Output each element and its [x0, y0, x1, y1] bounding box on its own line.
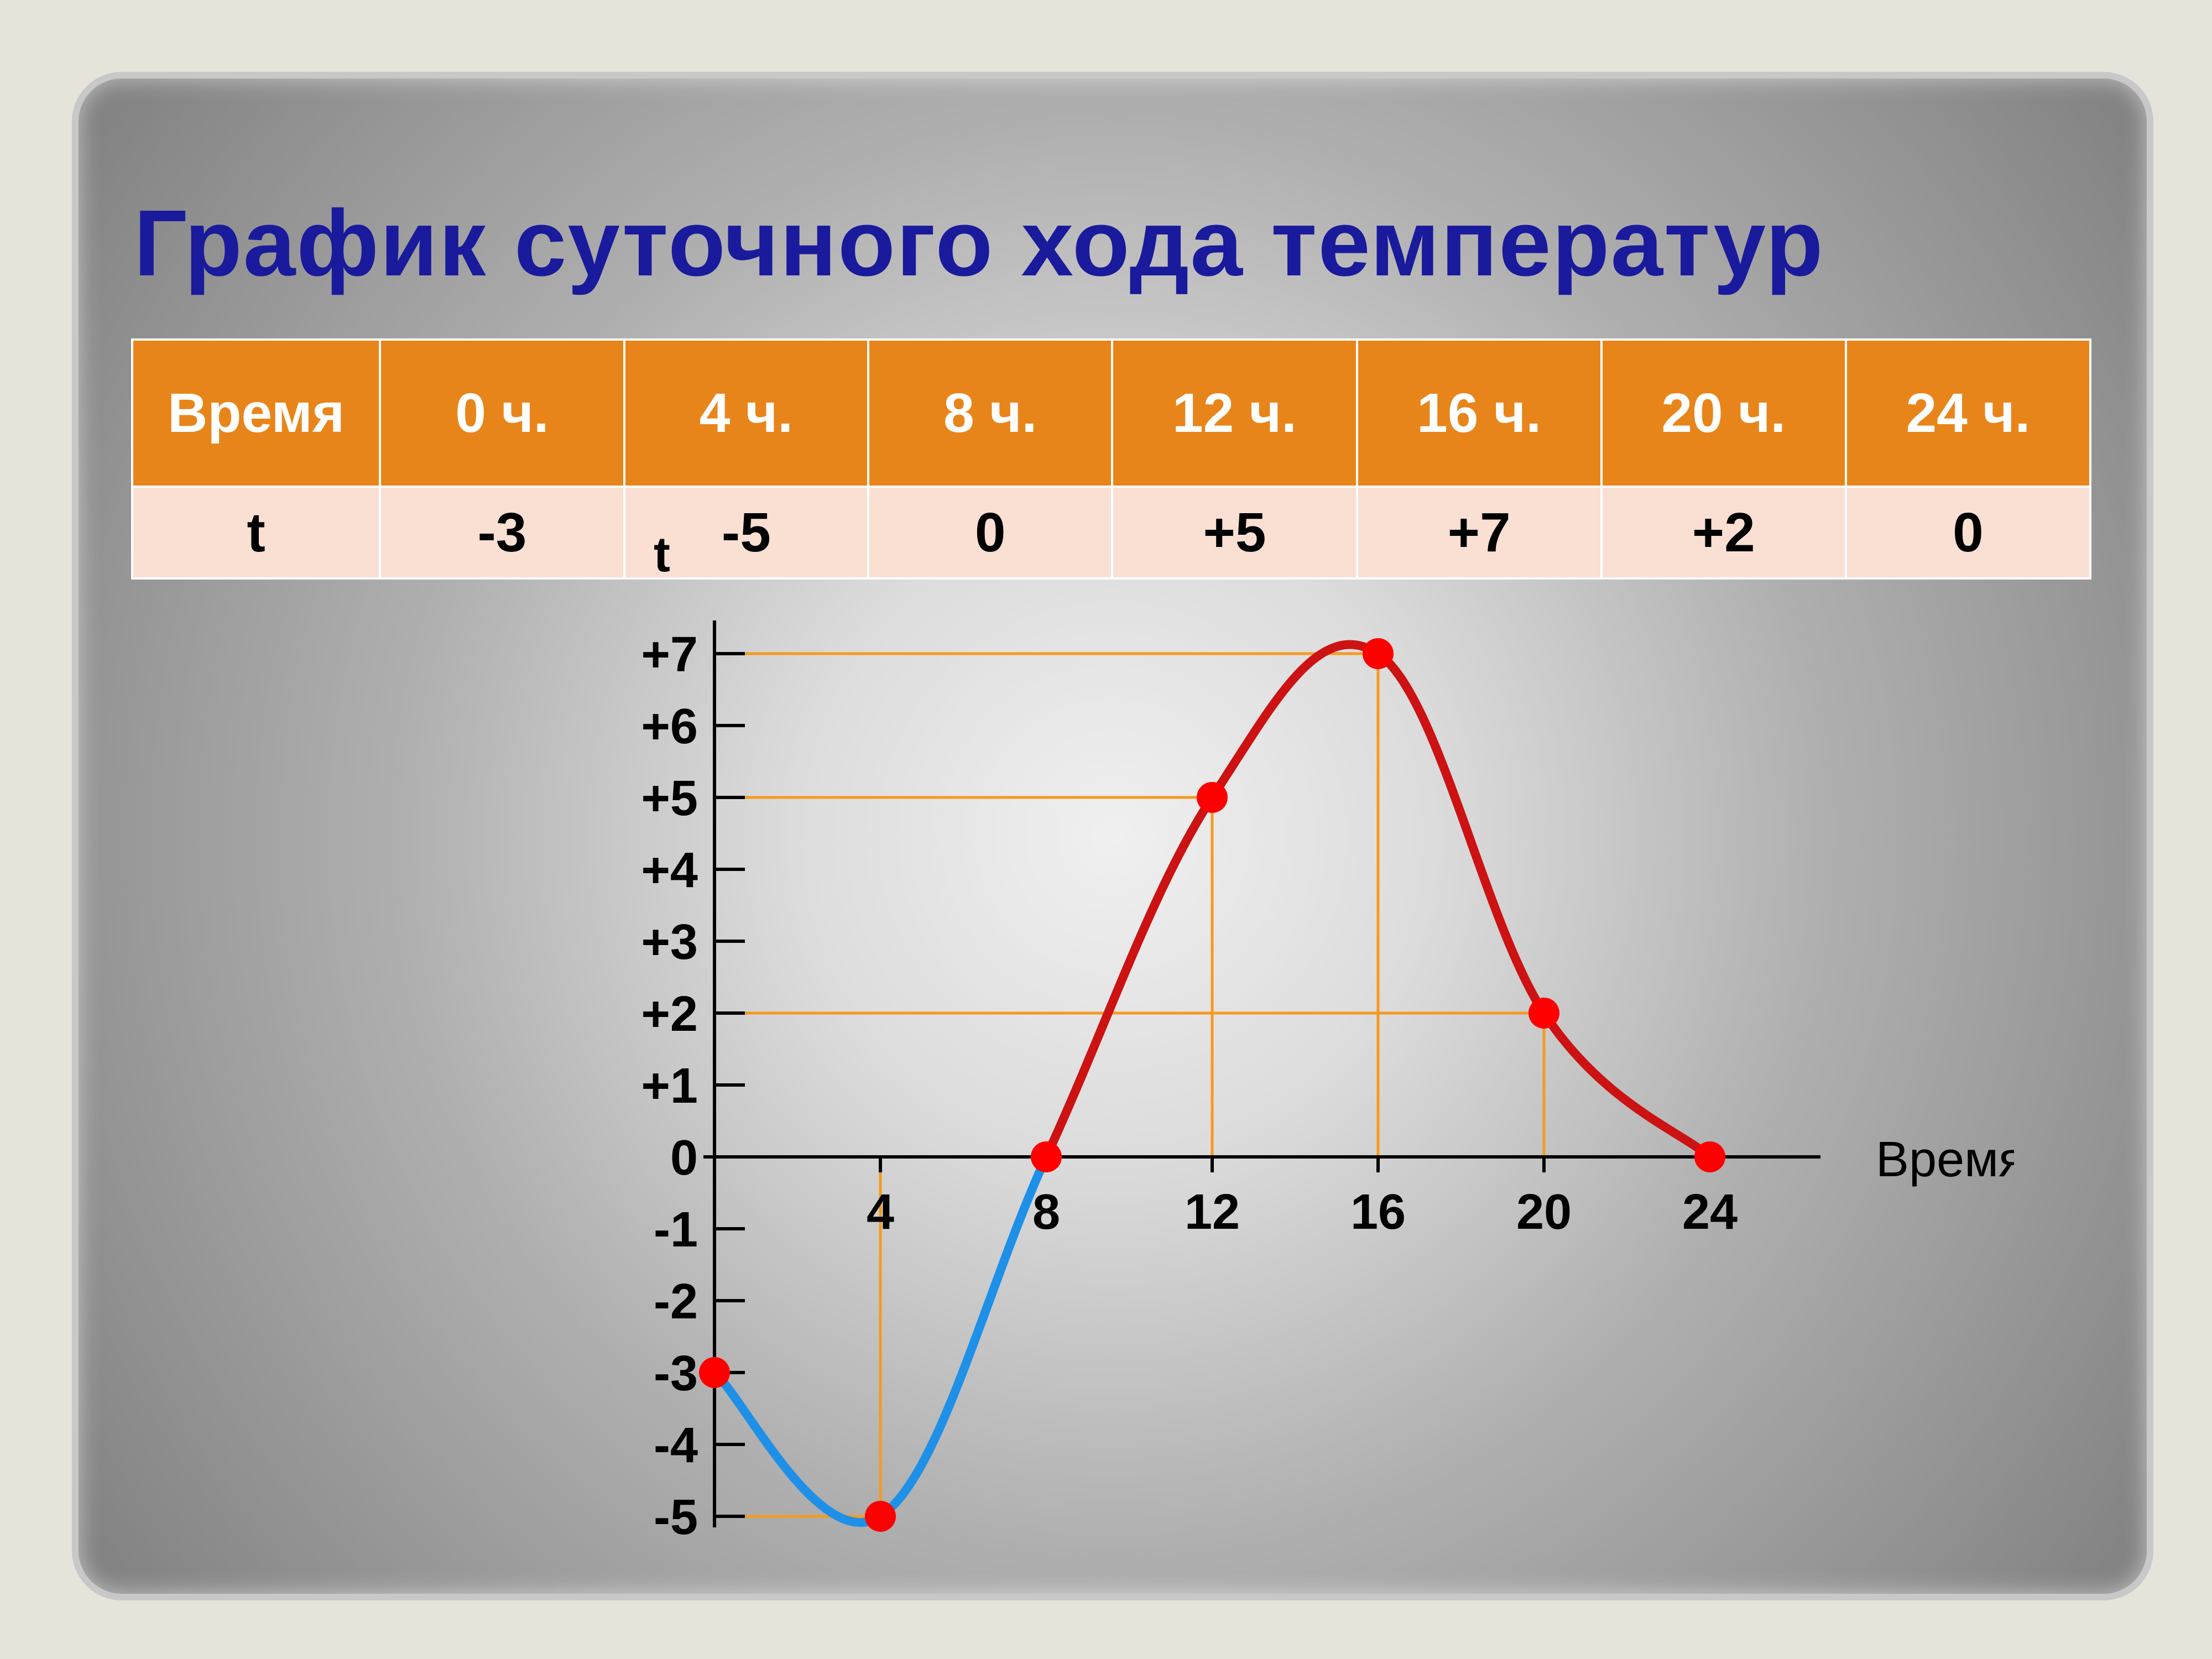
y-tick-label: -2 — [654, 1274, 698, 1329]
data-point — [1031, 1141, 1062, 1172]
data-point — [1197, 782, 1228, 813]
table-header-time: Время — [132, 340, 380, 487]
y-tick-label: +6 — [641, 699, 698, 754]
slide-frame: График суточного хода температур Время0 … — [72, 72, 2153, 1600]
table-header-hour: 8 ч. — [868, 340, 1112, 487]
table-header-hour: 12 ч. — [1112, 340, 1357, 487]
y-tick-label: +1 — [641, 1058, 698, 1114]
table-header-hour: 4 ч. — [624, 340, 868, 487]
x-tick-label: 24 — [1682, 1185, 1738, 1240]
table-header-hour: 0 ч. — [380, 340, 624, 487]
x-tick-label: 8 — [1032, 1185, 1060, 1240]
page-title: График суточного хода температур — [134, 189, 1824, 298]
y-tick-label: -1 — [654, 1202, 698, 1258]
data-point — [1363, 638, 1394, 669]
x-tick-label: 20 — [1516, 1185, 1572, 1240]
y-tick-label: +2 — [641, 987, 698, 1042]
y-tick-label: -4 — [654, 1418, 698, 1473]
temperature-chart: +7 +6 +5 +4 +3 +2 +1 0 -1 -2 -3 -4 -5 4 8 12 16 20 24 Время — [355, 549, 2014, 1655]
x-axis-name: Время — [1876, 1132, 2014, 1187]
y-tick-label: +5 — [641, 771, 698, 826]
y-tick-label: -5 — [654, 1490, 698, 1545]
table-header-hour: 24 ч. — [1846, 340, 2090, 487]
x-tick-label: 12 — [1185, 1185, 1240, 1240]
x-tick-label: 16 — [1350, 1185, 1406, 1240]
data-point — [699, 1357, 730, 1388]
data-table: Время0 ч.4 ч.8 ч.12 ч.16 ч.20 ч.24 ч. t-… — [131, 338, 2091, 580]
data-point — [1694, 1141, 1725, 1172]
table-header-hour: 16 ч. — [1357, 340, 1601, 487]
table-header-hour: 20 ч. — [1601, 340, 1846, 487]
y-tick-label: +4 — [641, 843, 698, 898]
table-row-label: t — [132, 487, 380, 578]
data-point — [865, 1501, 896, 1532]
y-tick-label: 0 — [670, 1130, 698, 1186]
y-tick-label: +3 — [641, 915, 698, 970]
data-point — [1528, 998, 1559, 1029]
x-tick-label: 4 — [867, 1185, 894, 1240]
y-tick-label: -3 — [654, 1346, 698, 1401]
y-tick-label: +7 — [641, 627, 698, 682]
